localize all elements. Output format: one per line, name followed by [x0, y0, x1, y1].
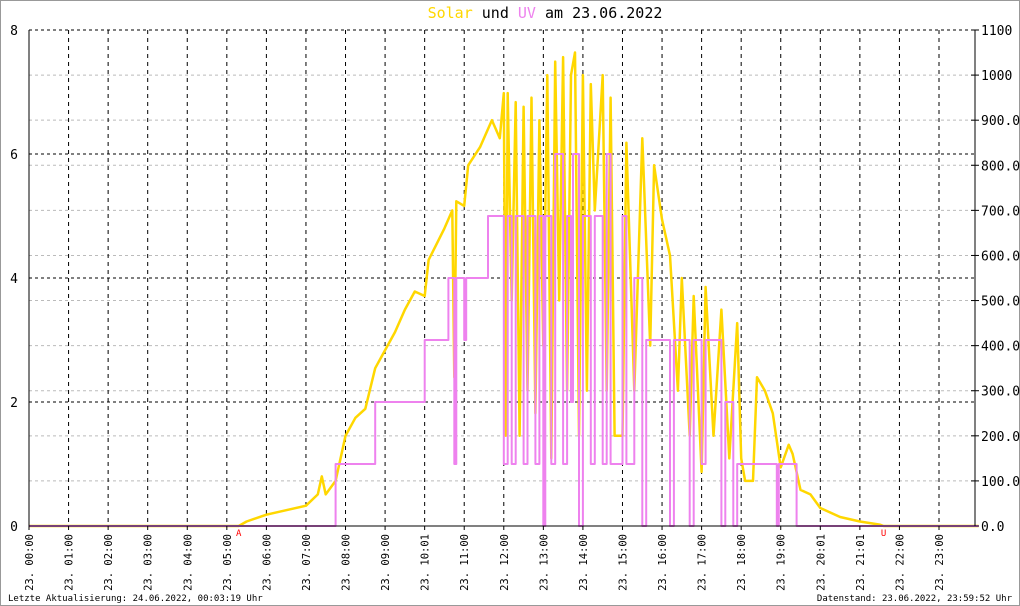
chart-title: Solar und UV am 23.06.2022 [428, 4, 663, 22]
x-tick-label: 23. 17:00 [697, 534, 709, 591]
right-tick-label: 800.0 [981, 159, 1020, 174]
right-tick-label: 200.0 [981, 430, 1020, 445]
x-tick-label: 23. 13:00 [538, 534, 550, 591]
left-tick-label: 4 [10, 272, 18, 287]
x-tick-label: 23. 12:00 [499, 534, 511, 591]
x-tick-label: 23. 15:00 [617, 534, 629, 591]
event-marker-a: A [236, 529, 242, 539]
x-tick-label: 23. 07:00 [301, 534, 313, 591]
last-update-text: Letzte Aktualisierung: 24.06.2022, 00:03… [8, 594, 263, 604]
x-tick-label: 23. 04:00 [182, 534, 194, 591]
right-tick-label: 300.0 [981, 385, 1020, 400]
data-timestamp-text: Datenstand: 23.06.2022, 23:59:52 Uhr [817, 594, 1013, 604]
x-tick-label: 23. 16:00 [657, 534, 669, 591]
x-tick-label: 23. 11:00 [459, 534, 471, 591]
x-tick-label: 23. 23:00 [934, 534, 946, 591]
x-tick-label: 23. 08:00 [341, 534, 353, 591]
x-tick-label: 23. 10:01 [420, 534, 432, 591]
right-tick-label: 100.0 [981, 475, 1020, 490]
event-marker-u: U [881, 529, 886, 539]
x-tick-label: 23. 06:00 [261, 534, 273, 591]
x-tick-label: 23. 20:01 [815, 534, 827, 591]
x-tick-label: 23. 03:00 [143, 534, 155, 591]
left-tick-label: 8 [10, 24, 18, 39]
x-tick-label: 23. 19:00 [776, 534, 788, 591]
title-part-1: und [473, 4, 518, 22]
title-part-0: Solar [428, 4, 473, 22]
right-tick-label: 400.0 [981, 340, 1020, 355]
right-tick-label: 1100 [981, 24, 1012, 39]
x-tick-label: 23. 01:00 [64, 534, 76, 591]
left-tick-label: 0 [10, 520, 18, 535]
series-uv-line [29, 153, 979, 527]
x-tick-label: 23. 14:00 [578, 534, 590, 591]
right-tick-label: 1000 [981, 69, 1012, 84]
title-part-3: am 23.06.2022 [536, 4, 662, 22]
right-tick-label: 600.0 [981, 249, 1020, 264]
right-tick-label: 500.0 [981, 295, 1020, 310]
title-part-2: UV [518, 4, 536, 22]
x-tick-label: 23. 00:00 [24, 534, 36, 591]
right-tick-label: 0.0 [981, 520, 1004, 535]
x-tick-label: 23. 22:00 [894, 534, 906, 591]
grid [29, 29, 975, 526]
axes: 0.0100.0200.0300.0400.0500.0600.0700.080… [10, 24, 1020, 591]
right-tick-label: 700.0 [981, 204, 1020, 219]
x-tick-label: 23. 18:00 [736, 534, 748, 591]
left-tick-label: 6 [10, 148, 18, 163]
series-layer [29, 51, 979, 528]
right-tick-label: 900.0 [981, 114, 1020, 129]
x-tick-label: 23. 21:01 [855, 534, 867, 591]
left-tick-label: 2 [10, 396, 18, 411]
x-tick-label: 23. 02:00 [103, 534, 115, 591]
x-tick-label: 23. 09:00 [380, 534, 392, 591]
x-tick-label: 23. 05:00 [222, 534, 234, 591]
